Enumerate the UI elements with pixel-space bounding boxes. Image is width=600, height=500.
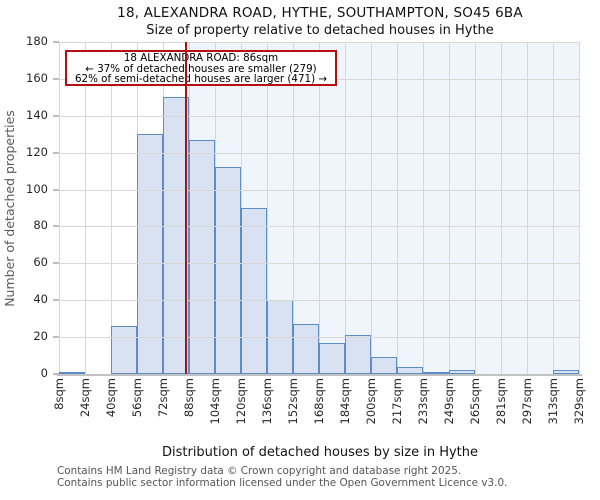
- x-axis-label: Distribution of detached houses by size …: [161, 445, 479, 460]
- annotation-larger: 62% of semi-detached houses are larger (…: [74, 73, 328, 86]
- gridline-horizontal: [59, 116, 580, 117]
- histogram-bar: [59, 372, 85, 374]
- y-tick-mark: [53, 114, 59, 117]
- y-tick-mark: [53, 188, 59, 191]
- gridline-horizontal: [59, 226, 580, 227]
- y-tick-mark: [53, 225, 59, 228]
- y-tick-mark: [53, 262, 59, 265]
- x-tick-label: 233sqm: [415, 378, 430, 425]
- y-tick-mark: [53, 41, 59, 43]
- chart-title: 18, ALEXANDRA ROAD, HYTHE, SOUTHAMPTON, …: [117, 5, 523, 21]
- histogram-bar: [371, 357, 397, 374]
- x-tick-label: 88sqm: [181, 378, 196, 418]
- histogram-bar: [449, 370, 475, 374]
- gridline-vertical: [111, 42, 112, 374]
- histogram-bar: [397, 366, 423, 374]
- y-tick-label: 140: [26, 107, 48, 122]
- x-tick-label: 200sqm: [363, 378, 378, 425]
- x-tick-label: 329sqm: [571, 378, 586, 425]
- x-tick-label: 265sqm: [467, 378, 482, 425]
- histogram-bar: [553, 370, 579, 374]
- histogram-bar: [423, 372, 449, 374]
- gridline-horizontal: [59, 337, 580, 338]
- gridline-horizontal: [59, 153, 580, 154]
- gridline-horizontal: [59, 300, 580, 301]
- gridline-vertical: [475, 42, 476, 374]
- histogram-bar: [345, 335, 371, 374]
- x-tick-label: 56sqm: [129, 378, 144, 418]
- annotation-smaller: ← 37% of detached houses are smaller (27…: [85, 62, 317, 75]
- x-tick-label: 168sqm: [311, 378, 326, 425]
- gridline-vertical: [267, 42, 268, 374]
- x-axis-line: [57, 374, 582, 376]
- gridline-vertical: [371, 42, 372, 374]
- y-tick-label: 0: [40, 366, 48, 380]
- gridline-vertical: [293, 42, 294, 374]
- chart-subtitle: Size of property relative to detached ho…: [146, 23, 494, 38]
- y-tick-mark: [53, 151, 59, 154]
- y-tick-label: 120: [26, 144, 48, 159]
- x-tick-label: 8sqm: [51, 378, 66, 410]
- gridline-vertical: [553, 42, 554, 374]
- gridline-vertical: [527, 42, 528, 374]
- footer-copyright: Contains HM Land Registry data © Crown c…: [57, 465, 462, 477]
- x-tick-label: 249sqm: [441, 378, 456, 425]
- x-tick-label: 24sqm: [77, 378, 92, 418]
- gridline-horizontal: [59, 263, 580, 264]
- x-tick-label: 104sqm: [207, 378, 222, 425]
- x-tick-label: 152sqm: [285, 378, 300, 425]
- gridline-vertical: [59, 42, 60, 374]
- x-tick-label: 217sqm: [389, 378, 404, 425]
- annotation-box: 18 ALEXANDRA ROAD: 86sqm ← 37% of detach…: [65, 50, 337, 86]
- x-tick-label: 40sqm: [103, 378, 118, 418]
- y-tick-mark: [53, 373, 59, 375]
- y-tick-label: 160: [26, 70, 48, 85]
- plot-area: [59, 42, 580, 374]
- y-tick-label: 60: [33, 255, 48, 270]
- gridline-vertical: [319, 42, 320, 374]
- footer-licence: Contains public sector information licen…: [57, 477, 508, 489]
- x-tick-label: 72sqm: [155, 378, 170, 418]
- histogram-bar: [137, 134, 163, 374]
- gridline-vertical: [85, 42, 86, 374]
- y-tick-label: 40: [33, 292, 48, 307]
- y-tick-mark: [53, 336, 59, 339]
- gridline-horizontal: [59, 42, 580, 43]
- gridline-vertical: [449, 42, 450, 374]
- x-tick-label: 184sqm: [337, 378, 352, 425]
- y-axis-label: Number of detached properties: [2, 109, 18, 307]
- subject-property-marker-line: [184, 42, 187, 374]
- x-tick-label: 297sqm: [519, 378, 534, 425]
- histogram-bar: [241, 208, 267, 374]
- y-tick-mark: [53, 77, 59, 80]
- gridline-vertical: [423, 42, 424, 374]
- x-tick-label: 313sqm: [545, 378, 560, 425]
- y-tick-label: 180: [26, 34, 48, 48]
- annotation-property: 18 ALEXANDRA ROAD: 86sqm: [123, 52, 279, 64]
- x-tick-label: 120sqm: [233, 378, 248, 425]
- y-tick-label: 20: [33, 329, 48, 344]
- histogram-bar: [319, 342, 345, 374]
- gridline-vertical: [397, 42, 398, 374]
- gridline-vertical: [579, 42, 580, 374]
- histogram-bar: [111, 326, 137, 374]
- gridline-horizontal: [59, 190, 580, 191]
- x-tick-label: 136sqm: [259, 378, 274, 425]
- histogram-bar: [293, 324, 319, 374]
- x-tick-label: 281sqm: [493, 378, 508, 425]
- y-tick-label: 80: [33, 218, 48, 233]
- y-tick-label: 100: [26, 181, 48, 196]
- gridline-vertical: [501, 42, 502, 374]
- histogram-bar: [215, 167, 241, 374]
- y-tick-mark: [53, 299, 59, 302]
- gridline-vertical: [345, 42, 346, 374]
- histogram-bar: [163, 97, 189, 374]
- histogram-bar: [189, 139, 215, 374]
